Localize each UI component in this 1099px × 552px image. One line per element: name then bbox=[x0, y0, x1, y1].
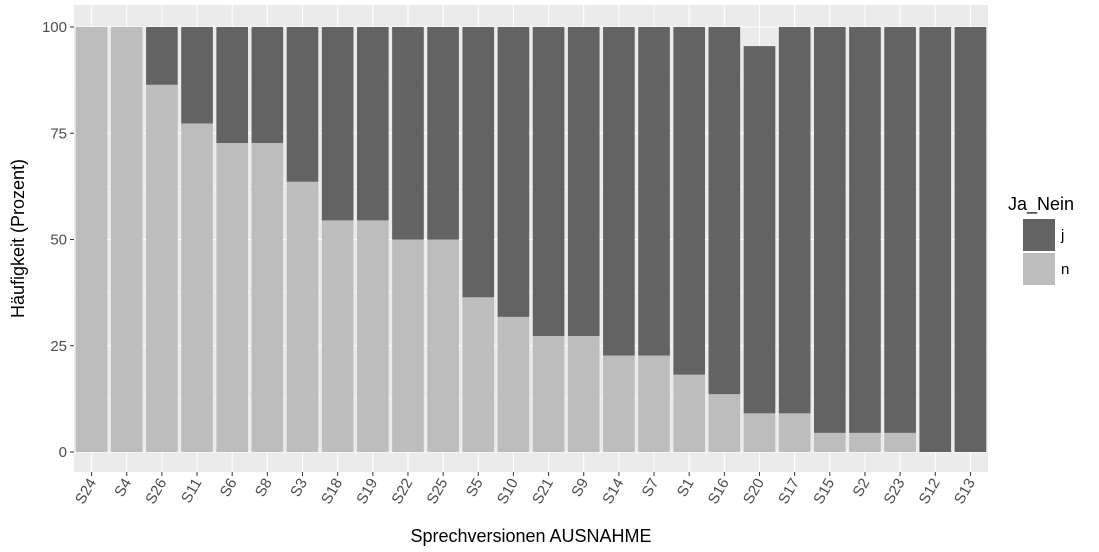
x-tick-label: S24 bbox=[72, 476, 100, 508]
legend-title: Ja_Nein bbox=[1008, 194, 1074, 215]
x-tick-label: S18 bbox=[318, 476, 346, 508]
y-axis: 0 25 50 75 100 bbox=[42, 19, 74, 461]
y-axis-title: Häufigkeit (Prozent) bbox=[8, 159, 28, 318]
bar-n-S8 bbox=[251, 143, 284, 452]
legend-key-j bbox=[1023, 219, 1055, 251]
x-tick-label: S16 bbox=[705, 476, 733, 508]
bar-j-S15 bbox=[813, 27, 846, 433]
x-tick-label: S25 bbox=[424, 476, 452, 508]
x-tick-label: S17 bbox=[775, 476, 803, 508]
x-tick-label: S8 bbox=[252, 476, 276, 500]
legend: Ja_Nein jn bbox=[1008, 194, 1074, 285]
x-tick-label: S20 bbox=[740, 476, 768, 508]
bar-j-S7 bbox=[638, 27, 670, 356]
bar-n-S11 bbox=[181, 123, 213, 452]
x-tick-label: S15 bbox=[810, 476, 838, 508]
bar-j-S17 bbox=[778, 27, 811, 414]
x-tick-label: S10 bbox=[494, 476, 522, 508]
bar-j-S20 bbox=[743, 46, 776, 414]
bar-j-S8 bbox=[251, 27, 284, 144]
x-tick-label: S19 bbox=[353, 476, 381, 508]
bar-j-S18 bbox=[321, 27, 354, 221]
bar-j-S26 bbox=[146, 27, 178, 85]
bar-j-S10 bbox=[497, 27, 530, 317]
x-tick-label: S9 bbox=[568, 476, 592, 500]
bar-n-S2 bbox=[849, 432, 881, 452]
bar-n-S18 bbox=[321, 220, 354, 452]
x-axis-title: Sprechversionen AUSNAHME bbox=[410, 526, 651, 546]
x-tick-label: S12 bbox=[916, 476, 944, 508]
x-tick-label: S4 bbox=[111, 476, 135, 500]
bar-j-S12 bbox=[919, 27, 952, 452]
y-tick-label: 100 bbox=[42, 19, 67, 36]
bars bbox=[75, 27, 987, 453]
bar-j-S21 bbox=[532, 27, 565, 336]
bar-n-S10 bbox=[497, 316, 530, 452]
x-tick-label: S7 bbox=[639, 476, 663, 500]
bar-j-S25 bbox=[427, 27, 459, 240]
legend-label-n: n bbox=[1061, 261, 1069, 278]
x-tick-label: S23 bbox=[881, 476, 909, 508]
bar-n-S23 bbox=[884, 432, 916, 452]
y-tick-label: 0 bbox=[59, 444, 67, 461]
x-tick-label: S14 bbox=[599, 476, 627, 508]
x-tick-label: S5 bbox=[463, 476, 487, 500]
bar-j-S3 bbox=[286, 27, 319, 182]
bar-n-S16 bbox=[708, 394, 741, 452]
bar-n-S19 bbox=[356, 220, 389, 452]
bar-j-S11 bbox=[181, 27, 213, 124]
bar-n-S5 bbox=[462, 297, 495, 452]
bar-n-S6 bbox=[216, 143, 249, 452]
x-tick-label: S21 bbox=[529, 476, 557, 508]
legend-key-n bbox=[1023, 253, 1055, 285]
x-axis: S24 S4 S26 S11 S6 S8 S3 S18 S19 S22 S25 S5 S10 S21 S9 S… bbox=[72, 472, 979, 507]
y-tick-label: 75 bbox=[50, 125, 67, 142]
x-tick-label: S1 bbox=[674, 476, 698, 500]
bar-j-S14 bbox=[603, 27, 635, 356]
bar-n-S15 bbox=[813, 432, 846, 452]
bar-j-S19 bbox=[356, 27, 389, 221]
legend-label-j: j bbox=[1060, 227, 1064, 244]
x-tick-label: S3 bbox=[287, 476, 311, 500]
bar-n-S3 bbox=[286, 181, 319, 452]
bar-j-S16 bbox=[708, 27, 741, 395]
x-tick-label: S26 bbox=[142, 476, 170, 508]
bar-n-S22 bbox=[392, 239, 424, 452]
y-tick-label: 25 bbox=[50, 338, 67, 355]
y-tick-label: 50 bbox=[50, 232, 67, 249]
bar-j-S5 bbox=[462, 27, 495, 298]
x-tick-label: S22 bbox=[388, 476, 416, 508]
x-tick-label: S6 bbox=[217, 476, 241, 500]
bar-n-S25 bbox=[427, 239, 459, 452]
x-tick-label: S11 bbox=[178, 476, 206, 507]
bar-j-S22 bbox=[392, 27, 424, 240]
bar-j-S1 bbox=[673, 27, 706, 375]
x-tick-label: S2 bbox=[850, 476, 874, 500]
bar-n-S7 bbox=[638, 355, 670, 452]
bar-j-S13 bbox=[954, 27, 987, 452]
bar-n-S1 bbox=[673, 374, 706, 452]
bar-j-S2 bbox=[849, 27, 881, 433]
bar-n-S9 bbox=[567, 335, 600, 452]
bar-n-S17 bbox=[778, 413, 811, 452]
x-tick-label: S13 bbox=[951, 476, 979, 508]
bar-j-S9 bbox=[567, 27, 600, 336]
bar-n-S26 bbox=[146, 84, 178, 453]
bar-n-S20 bbox=[743, 413, 776, 452]
bar-n-S21 bbox=[532, 335, 565, 452]
bar-n-S14 bbox=[603, 355, 635, 452]
bar-n-S4 bbox=[110, 27, 143, 452]
bar-j-S6 bbox=[216, 27, 249, 144]
bar-j-S23 bbox=[884, 27, 916, 433]
bar-n-S24 bbox=[75, 27, 108, 452]
